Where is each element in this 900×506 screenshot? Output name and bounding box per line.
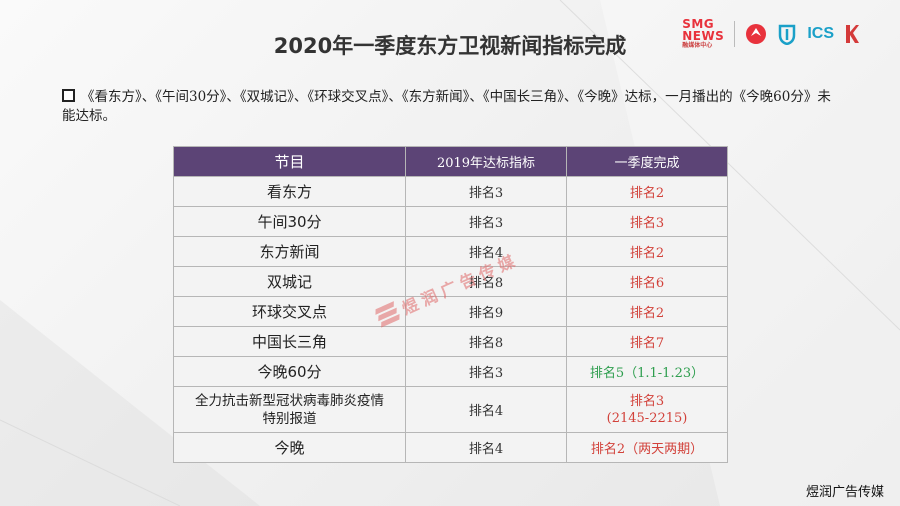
table-row: 环球交叉点 排名9 排名2	[173, 296, 728, 327]
logo-group: SMG NEWS 融媒体中心 ICS	[682, 18, 860, 49]
program-cell: 午间30分	[173, 206, 406, 237]
result-line: (2145-2215)	[606, 410, 688, 426]
table-row: 看东方 排名3 排名2	[173, 176, 728, 207]
program-cell: 环球交叉点	[173, 296, 406, 327]
result-cell: 排名3 (2145-2215)	[566, 386, 728, 433]
table-header-row: 节目 2019年达标指标 一季度完成	[173, 146, 728, 177]
corner-watermark: 煜润广告传媒	[805, 485, 884, 500]
ics-logo: ICS	[807, 24, 834, 42]
target-cell: 排名8	[405, 326, 567, 357]
target-cell: 排名4	[405, 432, 567, 463]
program-cell: 全力抗击新型冠状病毒肺炎疫情 特别报道	[173, 386, 406, 433]
result-cell: 排名3	[566, 206, 728, 237]
target-cell: 排名3	[405, 176, 567, 207]
dragon-tv-logo-icon	[746, 23, 767, 44]
program-line: 特别报道	[262, 410, 317, 427]
smg-news-logo: SMG NEWS 融媒体中心	[682, 18, 724, 49]
program-line: 全力抗击新型冠状病毒肺炎疫情	[195, 392, 384, 409]
result-cell: 排名5（1.1-1.23）	[566, 356, 728, 387]
table-row: 中国长三角 排名8 排名7	[173, 326, 728, 357]
result-cell: 排名2	[566, 296, 728, 327]
result-cell: 排名2（两天两期）	[566, 432, 728, 463]
smg-logo-line3: 融媒体中心	[682, 42, 713, 49]
program-cell: 东方新闻	[173, 236, 406, 267]
smg-logo-line1: SMG	[682, 17, 715, 31]
checkbox-bullet-icon	[62, 89, 75, 102]
target-cell: 排名4	[405, 386, 567, 433]
table-row: 全力抗击新型冠状病毒肺炎疫情 特别报道 排名4 排名3 (2145-2215)	[173, 386, 728, 433]
table-row: 今晚60分 排名3 排名5（1.1-1.23）	[173, 356, 728, 387]
result-cell: 排名2	[566, 236, 728, 267]
table-row: 双城记 排名8 排名6	[173, 266, 728, 297]
smg-logo-line2: NEWS	[682, 29, 725, 43]
result-line: 排名3	[629, 393, 665, 409]
target-cell: 排名3	[405, 206, 567, 237]
table-row: 午间30分 排名3 排名3	[173, 206, 728, 237]
program-cell: 今晚60分	[173, 356, 406, 387]
result-cell: 排名2	[566, 176, 728, 207]
program-cell: 双城记	[173, 266, 406, 297]
k-logo-icon	[846, 24, 859, 43]
result-cell: 排名7	[566, 326, 728, 357]
slide-title: 2020年一季度东方卫视新闻指标完成	[273, 34, 627, 58]
program-cell: 中国长三角	[173, 326, 406, 357]
program-cell: 今晚	[173, 432, 406, 463]
table-row: 东方新闻 排名4 排名2	[173, 236, 728, 267]
header-result: 一季度完成	[566, 146, 728, 177]
target-cell: 排名8	[405, 266, 567, 297]
shield-logo-icon	[779, 24, 796, 45]
logo-divider	[734, 20, 736, 47]
target-cell: 排名3	[405, 356, 567, 387]
target-cell: 排名9	[405, 296, 567, 327]
result-cell: 排名6	[566, 266, 728, 297]
header-target: 2019年达标指标	[405, 146, 567, 177]
summary-text: 《看东方》、《午间30分》、《双城记》、《环球交叉点》、《东方新闻》、《中国长三…	[62, 89, 831, 124]
target-cell: 排名4	[405, 236, 567, 267]
summary-paragraph: 《看东方》、《午间30分》、《双城记》、《环球交叉点》、《东方新闻》、《中国长三…	[62, 88, 842, 126]
indicator-table: 节目 2019年达标指标 一季度完成 看东方 排名3 排名2 午间30分 排名3…	[173, 146, 728, 463]
program-cell: 看东方	[173, 176, 406, 207]
table-row: 今晚 排名4 排名2（两天两期）	[173, 432, 728, 463]
header-program: 节目	[173, 146, 406, 177]
